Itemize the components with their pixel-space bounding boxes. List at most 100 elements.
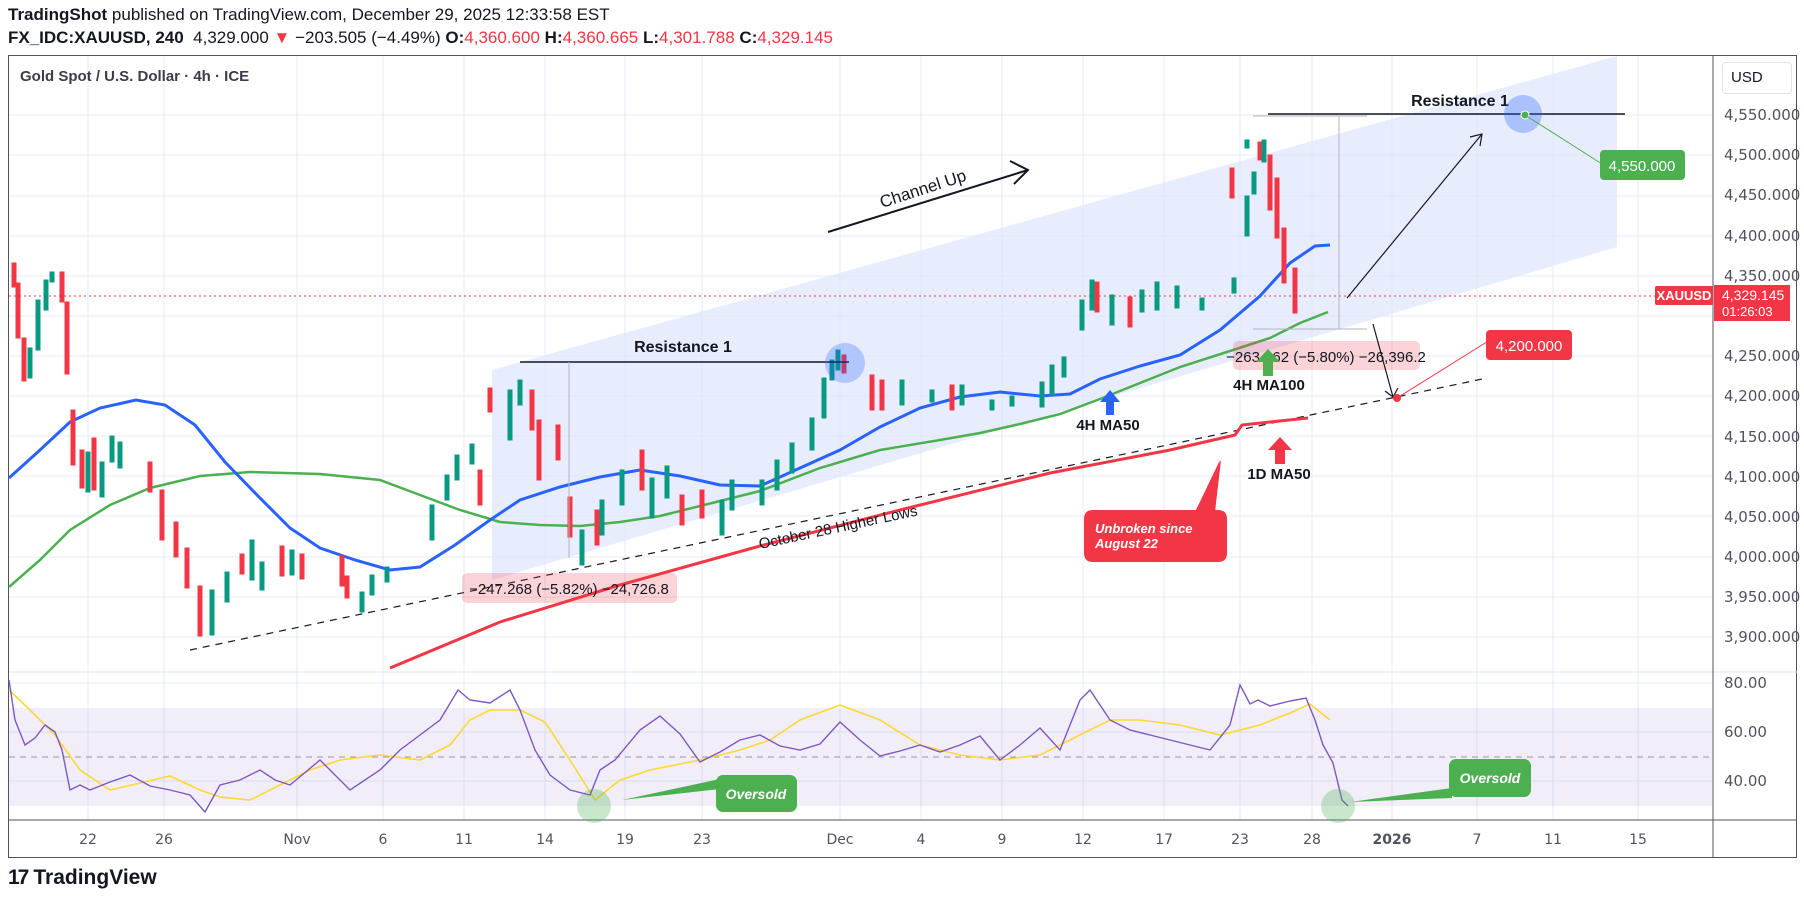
- symbol-label: FX_IDC:XAUUSD, 240: [8, 28, 184, 47]
- measure-left-label: −247.268 (−5.82%) −24,726.8: [469, 581, 669, 598]
- high-label: H:: [544, 28, 563, 47]
- open-label: O:: [445, 28, 465, 47]
- rsi-tick: 80.00: [1724, 674, 1767, 692]
- measure-right-label: −263.962 (−5.80%) −26,396.2: [1226, 349, 1426, 366]
- arrow-head-icon: [1469, 133, 1483, 147]
- price-tick: 4,200.000: [1724, 387, 1800, 405]
- arrow-head-icon: [1009, 160, 1030, 185]
- time-tick: 12: [1074, 832, 1092, 848]
- close-value: 4,329.145: [757, 28, 834, 47]
- low-value: 4,301.788: [659, 28, 735, 47]
- time-tick: 7: [1473, 832, 1482, 848]
- target-low-badge: [1486, 330, 1572, 360]
- channel-up-label: Channel Up: [877, 166, 968, 212]
- price-tick: 4,350.000: [1724, 267, 1800, 285]
- resistance-touch-circle: [825, 343, 865, 383]
- change-value: −203.505 (−4.49%): [295, 28, 441, 47]
- resistance-1-right-label: Resistance 1: [1411, 93, 1509, 110]
- chart-frame[interactable]: [8, 55, 1797, 858]
- measure-right-box: [1233, 341, 1420, 370]
- time-tick: Nov: [283, 832, 310, 848]
- price-tick: 4,450.000: [1724, 186, 1800, 204]
- oversold-label-1: Oversold: [726, 786, 787, 802]
- brand-name: TradingView: [33, 866, 157, 889]
- channel-up-arrow: [827, 169, 1029, 233]
- price-tick: 4,550.000: [1724, 106, 1800, 124]
- price-tick: 4,000.000: [1724, 548, 1800, 566]
- down-triangle-icon: ▼: [273, 28, 291, 47]
- unbroken-label-line1: Unbroken since: [1095, 521, 1193, 536]
- tradingview-footer: 17 TradingView: [8, 866, 157, 890]
- time-tick: 26: [155, 832, 173, 848]
- unbroken-label-line2: August 22: [1094, 536, 1159, 551]
- time-tick: 23: [693, 832, 711, 848]
- time-tick: 4: [917, 832, 926, 848]
- target-high-badge: [1600, 150, 1685, 180]
- time-tick: 6: [379, 832, 388, 848]
- ma50-1d-line: [389, 416, 1309, 670]
- time-tick: 23: [1231, 832, 1249, 848]
- projection-up-arrow[interactable]: [1346, 133, 1483, 299]
- resistance-1-left-label: Resistance 1: [634, 339, 732, 356]
- price-tick: 4,400.000: [1724, 227, 1800, 245]
- time-axis[interactable]: 22 26 Nov 6 11 14 19 23 Dec 4 9 12 17 23…: [79, 832, 1647, 848]
- symbol-tag-label: XAUUSD: [1657, 288, 1712, 303]
- ma100-4h-label: 4H MA100: [1233, 377, 1305, 394]
- target-low-callout-line: [1396, 339, 1491, 399]
- symbol-tag: [1655, 286, 1713, 305]
- callout-pointer: [622, 779, 720, 800]
- high-value: 4,360.665: [562, 28, 639, 47]
- published-text: published on TradingView.com, December 2…: [111, 5, 610, 24]
- time-tick: 14: [536, 832, 554, 848]
- time-tick: Dec: [826, 832, 853, 848]
- price-tick: 4,150.000: [1724, 428, 1800, 446]
- up-arrow-icon: [1268, 437, 1292, 464]
- higher-lows-label: October 28 Higher Lows: [757, 503, 919, 553]
- up-arrow-icon: [1256, 349, 1280, 376]
- rsi-tick: 40.00: [1724, 772, 1767, 790]
- price-axis[interactable]: 4,550.000 4,500.000 4,450.000 4,400.000 …: [1724, 106, 1800, 790]
- price-tick: 3,900.000: [1724, 628, 1800, 646]
- open-value: 4,360.600: [464, 28, 540, 47]
- countdown-timer: 01:26:03: [1722, 304, 1773, 319]
- ma50-4h-label: 4H MA50: [1076, 417, 1139, 434]
- time-tick: 9: [998, 832, 1007, 848]
- arrow-head-icon: [1384, 387, 1399, 398]
- target-low-label: 4,200.000: [1496, 338, 1563, 355]
- rsi-line: [8, 679, 1349, 814]
- last-price-tag-value: 4,329.145: [1722, 287, 1784, 303]
- pane-title: Gold Spot / U.S. Dollar · 4h · ICE: [20, 68, 250, 85]
- oversold-label-2: Oversold: [1460, 770, 1521, 786]
- target-callout-line: [1524, 114, 1603, 165]
- time-tick: 28: [1303, 832, 1321, 848]
- publisher-name: TradingShot: [8, 5, 108, 24]
- ma50-1d-label: 1D MA50: [1247, 466, 1310, 483]
- price-tick: 4,250.000: [1724, 347, 1800, 365]
- tradingview-logo-icon: 17: [8, 866, 29, 889]
- price-tick: 3,950.000: [1724, 588, 1800, 606]
- unbroken-callout: [1084, 460, 1227, 562]
- rsi-tick: 60.00: [1724, 723, 1767, 741]
- time-tick: 15: [1629, 832, 1647, 848]
- up-arrow-icon: [1100, 390, 1120, 415]
- callout-pointer: [1350, 788, 1452, 802]
- candlesticks: [11, 139, 1298, 637]
- last-price-tag: [1714, 285, 1790, 321]
- callout-pointer: [1195, 460, 1221, 512]
- time-tick-year: 2026: [1373, 832, 1412, 848]
- projection-down-arrow[interactable]: [1372, 323, 1394, 398]
- currency-selector[interactable]: USD: [1722, 62, 1792, 94]
- close-label: C:: [739, 28, 758, 47]
- publish-info: TradingShot published on TradingView.com…: [8, 5, 610, 25]
- oversold-badge-1: [716, 775, 797, 812]
- price-tick: 4,100.000: [1724, 468, 1800, 486]
- time-tick: 11: [455, 832, 473, 848]
- low-label: L:: [643, 28, 660, 47]
- ohlc-bar: FX_IDC:XAUUSD, 240 4,329.000 ▼ −203.505 …: [8, 28, 833, 48]
- price-tick: 4,500.000: [1724, 146, 1800, 164]
- measure-left-box: [462, 573, 677, 603]
- oversold-circle-2: [1321, 789, 1355, 823]
- channel-up-band[interactable]: [492, 56, 1617, 580]
- oversold-badge-2: [1449, 759, 1531, 797]
